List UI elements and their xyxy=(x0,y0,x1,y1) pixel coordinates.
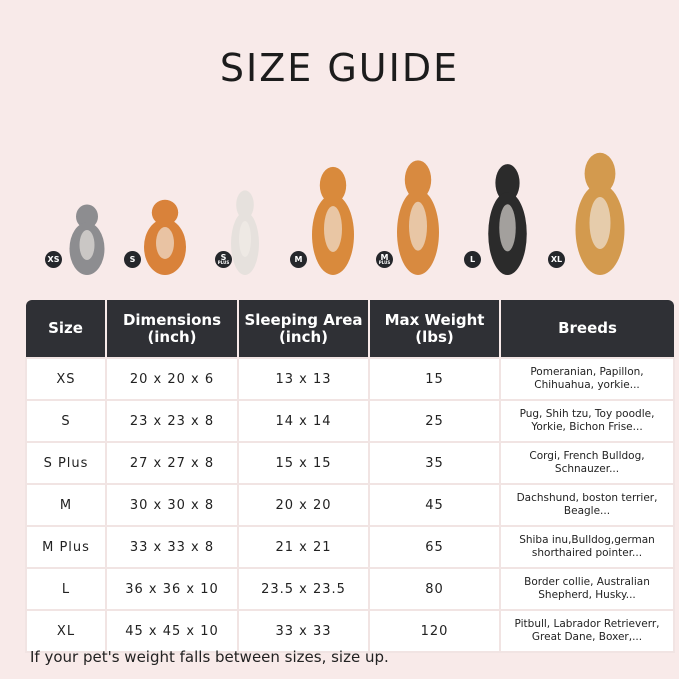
pet-image xyxy=(388,153,448,275)
table-row: XL 45 x 45 x 10 33 x 33 120 Pitbull, Labrado… xyxy=(25,609,675,653)
table-cell: 23 x 23 x 8 xyxy=(105,399,239,443)
table-cell: 14 x 14 xyxy=(237,399,370,443)
pet-image xyxy=(135,195,195,275)
size-badge-label: XS xyxy=(47,255,60,264)
table-cell: Pug, Shih tzu, Toy poodle, Yorkie, Bichon… xyxy=(499,399,675,443)
column-header: Size xyxy=(26,300,106,358)
pet-image xyxy=(62,200,112,275)
page-title: SIZE GUIDE xyxy=(219,46,460,90)
size-badge-label: L xyxy=(469,255,476,264)
column-header: Sleeping Area (inch) xyxy=(237,300,369,358)
column-header: Breeds xyxy=(499,300,674,358)
size-badge-label: S xyxy=(220,253,227,262)
table-cell: 20 x 20 xyxy=(237,483,370,527)
table-cell: 20 x 20 x 6 xyxy=(105,357,239,401)
sizing-note: If your pet's weight falls between sizes… xyxy=(30,648,389,666)
pet-lineup: XS S S PLUS M M PLUS L XL xyxy=(0,150,679,275)
size-badge: M PLUS xyxy=(376,251,393,268)
size-badge: XS xyxy=(45,251,62,268)
size-badge: XL xyxy=(548,251,565,268)
size-badge-plus: PLUS xyxy=(217,260,230,265)
size-badge-label: M xyxy=(294,255,303,264)
table-cell: 35 xyxy=(368,441,501,485)
table-cell: Shiba inu,Bulldog,german shorthaired poin… xyxy=(499,525,675,569)
table-cell: M Plus xyxy=(25,525,107,569)
pet-image xyxy=(303,160,363,275)
size-badge-plus: PLUS xyxy=(378,260,391,265)
table-cell: M xyxy=(25,483,107,527)
table-row: M Plus 33 x 33 x 8 21 x 21 65 Shiba inu,Bull… xyxy=(25,525,675,569)
table-cell: 30 x 30 x 8 xyxy=(105,483,239,527)
table-cell: Dachshund, boston terrier, Beagle... xyxy=(499,483,675,527)
table-cell: 45 x 45 x 10 xyxy=(105,609,239,653)
table-cell: 23.5 x 23.5 xyxy=(237,567,370,611)
table-cell: 21 x 21 xyxy=(237,525,370,569)
table-cell: XS xyxy=(25,357,107,401)
table-cell: S Plus xyxy=(25,441,107,485)
table-cell: S xyxy=(25,399,107,443)
size-badge: L xyxy=(464,251,481,268)
size-badge-label: M xyxy=(380,253,389,262)
table-cell: 45 xyxy=(368,483,501,527)
size-badge: S xyxy=(124,251,141,268)
size-badge-label: XL xyxy=(550,255,563,264)
size-badge: S PLUS xyxy=(215,251,232,268)
table-cell: 25 xyxy=(368,399,501,443)
table-row: S 23 x 23 x 8 14 x 14 25 Pug, Shih tzu, Toy … xyxy=(25,399,675,443)
table-row: M 30 x 30 x 8 20 x 20 45 Dachshund, boston t… xyxy=(25,483,675,527)
table-cell: Border collie, Australian Shepherd, Husky… xyxy=(499,567,675,611)
size-badge: M xyxy=(290,251,307,268)
column-header: Max Weight (lbs) xyxy=(368,300,500,358)
table-cell: 13 x 13 xyxy=(237,357,370,401)
table-row: XS 20 x 20 x 6 13 x 13 15 Pomeranian, Papill… xyxy=(25,357,675,401)
table-cell: 36 x 36 x 10 xyxy=(105,567,239,611)
pet-image xyxy=(480,157,535,275)
table-cell: L xyxy=(25,567,107,611)
size-table: Size Dimensions (inch) Sleeping Area (inch) M… xyxy=(25,300,675,653)
pet-image xyxy=(225,185,265,275)
pet-image xyxy=(565,145,635,275)
table-row: L 36 x 36 x 10 23.5 x 23.5 80 Border collie,… xyxy=(25,567,675,611)
table-cell: 33 x 33 xyxy=(237,609,370,653)
size-badge-label: S xyxy=(129,255,136,264)
table-cell: 80 xyxy=(368,567,501,611)
table-cell: 27 x 27 x 8 xyxy=(105,441,239,485)
table-cell: 15 xyxy=(368,357,501,401)
column-header: Dimensions (inch) xyxy=(105,300,238,358)
table-cell: Pomeranian, Papillon, Chihuahua, yorkie..… xyxy=(499,357,675,401)
table-cell: XL xyxy=(25,609,107,653)
table-cell: 65 xyxy=(368,525,501,569)
table-row: S Plus 27 x 27 x 8 15 x 15 35 Corgi, French … xyxy=(25,441,675,485)
table-cell: 15 x 15 xyxy=(237,441,370,485)
table-cell: Corgi, French Bulldog, Schnauzer... xyxy=(499,441,675,485)
table-cell: 120 xyxy=(368,609,501,653)
table-cell: Pitbull, Labrador Retrieverr, Great Dane,… xyxy=(499,609,675,653)
table-cell: 33 x 33 x 8 xyxy=(105,525,239,569)
